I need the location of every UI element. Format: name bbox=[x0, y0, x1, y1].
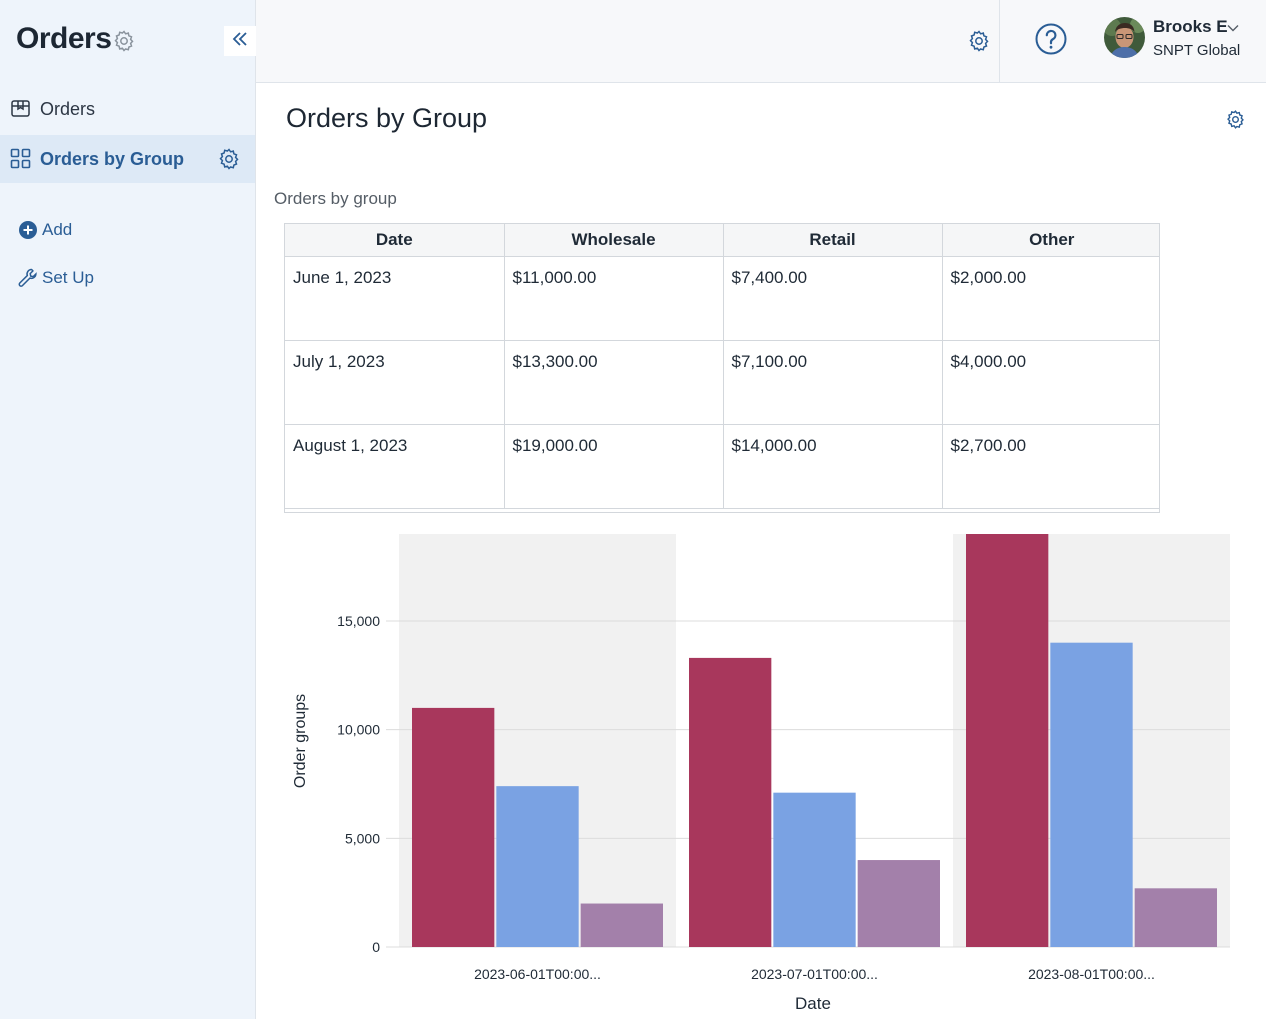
column-header-retail[interactable]: Retail bbox=[723, 224, 943, 257]
table-row[interactable]: June 1, 2023 $11,000.00 $7,400.00 $2,000… bbox=[285, 256, 1159, 341]
y-tick-label: 15,000 bbox=[337, 613, 380, 629]
y-axis-label: Order groups bbox=[292, 694, 309, 788]
chart-bar bbox=[857, 860, 940, 947]
sidebar-item-orders[interactable]: Orders bbox=[0, 85, 255, 133]
table-cell: $4,000.00 bbox=[942, 340, 1159, 425]
table-cell: $7,100.00 bbox=[723, 340, 943, 425]
column-header-date[interactable]: Date bbox=[285, 224, 505, 257]
table-header-row: Date Wholesale Retail Other bbox=[285, 224, 1159, 257]
chart-canvas: 0 5,000 10,000 15,000 2023-06-01T00:00... 20… bbox=[292, 534, 1230, 1013]
table-cell: August 1, 2023 bbox=[285, 424, 505, 509]
wrench-icon bbox=[16, 266, 40, 290]
double-chevron-left-icon bbox=[231, 30, 249, 53]
table-cell: $19,000.00 bbox=[504, 424, 724, 509]
avatar[interactable] bbox=[1104, 17, 1145, 58]
orders-bar-chart: 0 5,000 10,000 15,000 2023-06-01T00:00... 20… bbox=[270, 520, 1266, 1019]
table-cell: July 1, 2023 bbox=[285, 340, 505, 425]
table-row[interactable]: July 1, 2023 $13,300.00 $7,100.00 $4,000… bbox=[285, 340, 1159, 425]
column-header-other[interactable]: Other bbox=[942, 224, 1159, 257]
table-cell: $14,000.00 bbox=[723, 424, 943, 509]
x-tick-label: 2023-06-01T00:00... bbox=[474, 966, 601, 982]
table-cell: $2,700.00 bbox=[942, 424, 1159, 509]
chevron-down-icon[interactable] bbox=[1226, 21, 1240, 35]
orders-table: Date Wholesale Retail Other June 1, 2023… bbox=[284, 223, 1160, 513]
box-icon bbox=[10, 98, 31, 119]
chart-bar bbox=[689, 657, 772, 947]
user-name[interactable]: Brooks E bbox=[1153, 17, 1228, 36]
set-up-label: Set Up bbox=[42, 268, 94, 287]
page-settings-gear-icon[interactable] bbox=[1225, 109, 1246, 130]
settings-gear-icon[interactable] bbox=[967, 29, 991, 53]
grid-icon bbox=[10, 148, 31, 169]
add-label: Add bbox=[42, 220, 73, 239]
x-tick-label: 2023-08-01T00:00... bbox=[1028, 966, 1155, 982]
y-tick-label: 0 bbox=[372, 939, 380, 955]
group-settings-gear-icon[interactable] bbox=[217, 147, 241, 171]
table-cell: $7,400.00 bbox=[723, 256, 943, 341]
page-title: Orders by Group bbox=[286, 103, 488, 133]
x-axis-label: Date bbox=[795, 994, 831, 1013]
app-settings-gear-icon[interactable] bbox=[112, 29, 136, 53]
collapse-sidebar-button[interactable] bbox=[224, 26, 256, 56]
y-tick-label: 5,000 bbox=[345, 830, 380, 846]
chart-bar bbox=[496, 786, 579, 947]
table-cell: June 1, 2023 bbox=[285, 256, 505, 341]
chart-bar bbox=[1134, 888, 1217, 947]
plus-circle-icon bbox=[16, 218, 40, 242]
app-title: Orders bbox=[16, 22, 112, 55]
chart-bar bbox=[1050, 642, 1133, 947]
chart-bar bbox=[773, 792, 856, 947]
add-button[interactable]: Add bbox=[16, 217, 72, 243]
set-up-button[interactable]: Set Up bbox=[16, 265, 94, 291]
help-icon[interactable] bbox=[1034, 22, 1068, 56]
table-cell: $2,000.00 bbox=[942, 256, 1159, 341]
y-tick-label: 10,000 bbox=[337, 722, 380, 738]
divider bbox=[999, 0, 1000, 83]
chart-bar bbox=[966, 534, 1049, 947]
top-bar: Brooks E SNPT Global bbox=[256, 0, 1266, 83]
chart-bar bbox=[412, 707, 495, 947]
sidebar: Orders Orders Orders by Group Add Set Up bbox=[0, 0, 256, 1019]
table-cell: $13,300.00 bbox=[504, 340, 724, 425]
sidebar-item-label: Orders by Group bbox=[40, 148, 185, 169]
sidebar-item-orders-by-group[interactable]: Orders by Group bbox=[0, 135, 255, 183]
chart-bar bbox=[580, 903, 663, 947]
user-organization: SNPT Global bbox=[1153, 42, 1241, 59]
table-row[interactable]: August 1, 2023 $19,000.00 $14,000.00 $2,… bbox=[285, 424, 1159, 509]
x-tick-label: 2023-07-01T00:00... bbox=[751, 966, 878, 982]
column-header-wholesale[interactable]: Wholesale bbox=[504, 224, 724, 257]
sidebar-item-label: Orders bbox=[40, 98, 96, 119]
table-cell: $11,000.00 bbox=[504, 256, 724, 341]
section-label: Orders by group bbox=[274, 189, 397, 208]
